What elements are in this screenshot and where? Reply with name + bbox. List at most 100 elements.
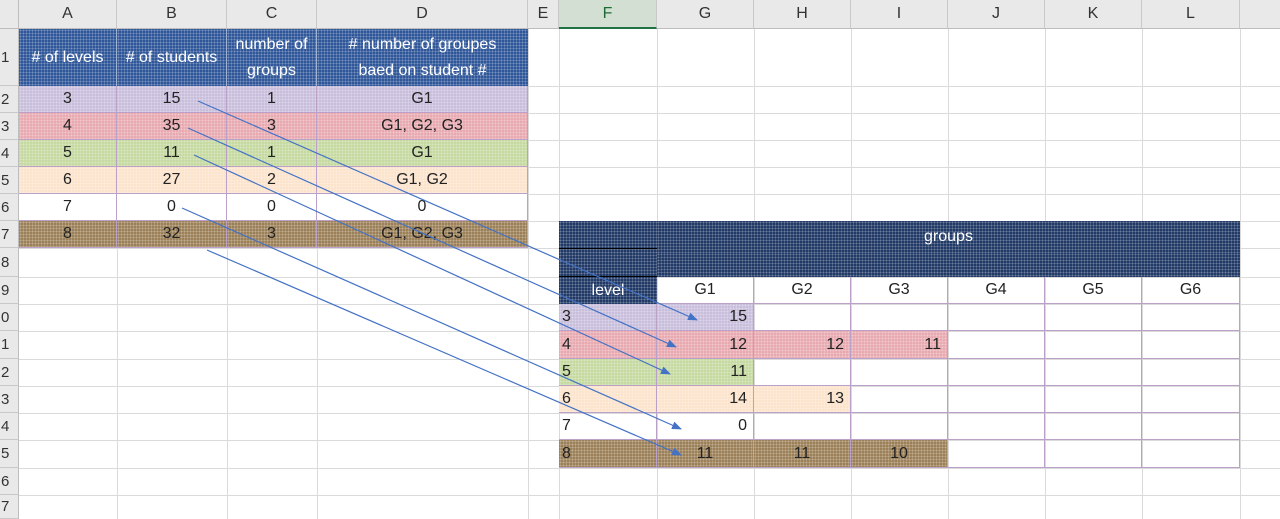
column-header-k[interactable]: K — [1045, 0, 1142, 29]
group-g4-cell[interactable] — [948, 359, 1045, 386]
cell-groups[interactable]: 0 — [227, 194, 317, 221]
group-g5-cell[interactable] — [1045, 359, 1142, 386]
group-g3-cell[interactable] — [851, 359, 948, 386]
column-header-f[interactable]: F — [559, 0, 657, 29]
cell-groups[interactable]: 2 — [227, 167, 317, 194]
group-g4-cell[interactable] — [948, 440, 1045, 468]
group-g2-cell[interactable] — [754, 413, 851, 440]
group-level-cell[interactable]: 4 — [559, 331, 657, 359]
cell-group-names[interactable]: G1 — [317, 140, 528, 167]
group-level-cell[interactable]: 3 — [559, 304, 657, 331]
cell-students[interactable]: 15 — [117, 86, 227, 113]
group-header-g3[interactable]: G3 — [851, 277, 948, 304]
group-g1-cell[interactable]: 14 — [657, 386, 754, 413]
cell-level[interactable]: 3 — [19, 86, 117, 113]
level-header[interactable]: level — [559, 277, 657, 304]
group-g2-cell[interactable]: 13 — [754, 386, 851, 413]
row-header-1[interactable]: 1 — [0, 29, 19, 86]
group-g1-cell[interactable]: 12 — [657, 331, 754, 359]
column-header-a[interactable]: A — [19, 0, 117, 29]
row-header-16[interactable]: 6 — [0, 468, 19, 495]
cell-group-names[interactable]: G1, G2, G3 — [317, 113, 528, 140]
cell-students[interactable]: 32 — [117, 221, 227, 248]
column-header-h[interactable]: H — [754, 0, 851, 29]
group-g3-cell[interactable]: 10 — [851, 440, 948, 468]
cell-level[interactable]: 7 — [19, 194, 117, 221]
row-header-14[interactable]: 4 — [0, 413, 19, 440]
group-g5-cell[interactable] — [1045, 413, 1142, 440]
row-header-4[interactable]: 4 — [0, 140, 19, 167]
group-g3-cell[interactable]: 11 — [851, 331, 948, 359]
group-g4-cell[interactable] — [948, 304, 1045, 331]
cell-group-names[interactable]: G1, G2 — [317, 167, 528, 194]
group-g4-cell[interactable] — [948, 413, 1045, 440]
group-g4-cell[interactable] — [948, 331, 1045, 359]
groups-table-corner[interactable] — [559, 221, 657, 277]
row-header-12[interactable]: 2 — [0, 359, 19, 386]
cell-students[interactable]: 35 — [117, 113, 227, 140]
cell-groups[interactable]: 3 — [227, 221, 317, 248]
group-g3-cell[interactable] — [851, 413, 948, 440]
cell-level[interactable]: 5 — [19, 140, 117, 167]
row-header-10[interactable]: 0 — [0, 304, 19, 331]
column-header-b[interactable]: B — [117, 0, 227, 29]
cell-level[interactable]: 4 — [19, 113, 117, 140]
column-header-e[interactable]: E — [528, 0, 559, 29]
column-header-i[interactable]: I — [851, 0, 948, 29]
group-g5-cell[interactable] — [1045, 331, 1142, 359]
group-level-cell[interactable]: 5 — [559, 359, 657, 386]
cell-group-names[interactable]: 0 — [317, 194, 528, 221]
header-number-of-groups[interactable]: number of groups — [227, 29, 317, 86]
group-g2-cell[interactable] — [754, 304, 851, 331]
cell-students[interactable]: 11 — [117, 140, 227, 167]
column-header-g[interactable]: G — [657, 0, 754, 29]
group-header-g4[interactable]: G4 — [948, 277, 1045, 304]
group-g1-cell[interactable]: 11 — [657, 440, 754, 468]
select-all-corner[interactable] — [0, 0, 19, 29]
group-header-g2[interactable]: G2 — [754, 277, 851, 304]
group-g1-cell[interactable]: 0 — [657, 413, 754, 440]
cell-groups[interactable]: 1 — [227, 86, 317, 113]
group-header-g6[interactable]: G6 — [1142, 277, 1240, 304]
row-header-11[interactable]: 1 — [0, 331, 19, 359]
column-header-c[interactable]: C — [227, 0, 317, 29]
row-header-15[interactable]: 5 — [0, 440, 19, 468]
column-header-d[interactable]: D — [317, 0, 528, 29]
column-header-l[interactable]: L — [1142, 0, 1240, 29]
group-g6-cell[interactable] — [1142, 386, 1240, 413]
row-header-6[interactable]: 6 — [0, 194, 19, 221]
group-g3-cell[interactable] — [851, 386, 948, 413]
column-header-j[interactable]: J — [948, 0, 1045, 29]
cell-students[interactable]: 27 — [117, 167, 227, 194]
row-header-9[interactable]: 9 — [0, 277, 19, 304]
row-header-13[interactable]: 3 — [0, 386, 19, 413]
row-header-17[interactable]: 7 — [0, 495, 19, 519]
group-g6-cell[interactable] — [1142, 331, 1240, 359]
group-g6-cell[interactable] — [1142, 413, 1240, 440]
cell-group-names[interactable]: G1, G2, G3 — [317, 221, 528, 248]
header-students[interactable]: # of students — [117, 29, 227, 86]
group-level-cell[interactable]: 7 — [559, 413, 657, 440]
group-g5-cell[interactable] — [1045, 304, 1142, 331]
group-header-g1[interactable]: G1 — [657, 277, 754, 304]
row-header-2[interactable]: 2 — [0, 86, 19, 113]
row-header-7[interactable]: 7 — [0, 221, 19, 248]
cell-students[interactable]: 0 — [117, 194, 227, 221]
cell-level[interactable]: 8 — [19, 221, 117, 248]
group-g4-cell[interactable] — [948, 386, 1045, 413]
group-g2-cell[interactable] — [754, 359, 851, 386]
group-g3-cell[interactable] — [851, 304, 948, 331]
groups-title[interactable]: groups — [657, 221, 1240, 253]
cell-level[interactable]: 6 — [19, 167, 117, 194]
group-g5-cell[interactable] — [1045, 386, 1142, 413]
row-header-8[interactable]: 8 — [0, 248, 19, 277]
group-header-g5[interactable]: G5 — [1045, 277, 1142, 304]
group-g6-cell[interactable] — [1142, 359, 1240, 386]
group-g2-cell[interactable]: 11 — [754, 440, 851, 468]
group-g2-cell[interactable]: 12 — [754, 331, 851, 359]
group-level-cell[interactable]: 6 — [559, 386, 657, 413]
group-g5-cell[interactable] — [1045, 440, 1142, 468]
group-g1-cell[interactable]: 15 — [657, 304, 754, 331]
group-g6-cell[interactable] — [1142, 304, 1240, 331]
group-g1-cell[interactable]: 11 — [657, 359, 754, 386]
